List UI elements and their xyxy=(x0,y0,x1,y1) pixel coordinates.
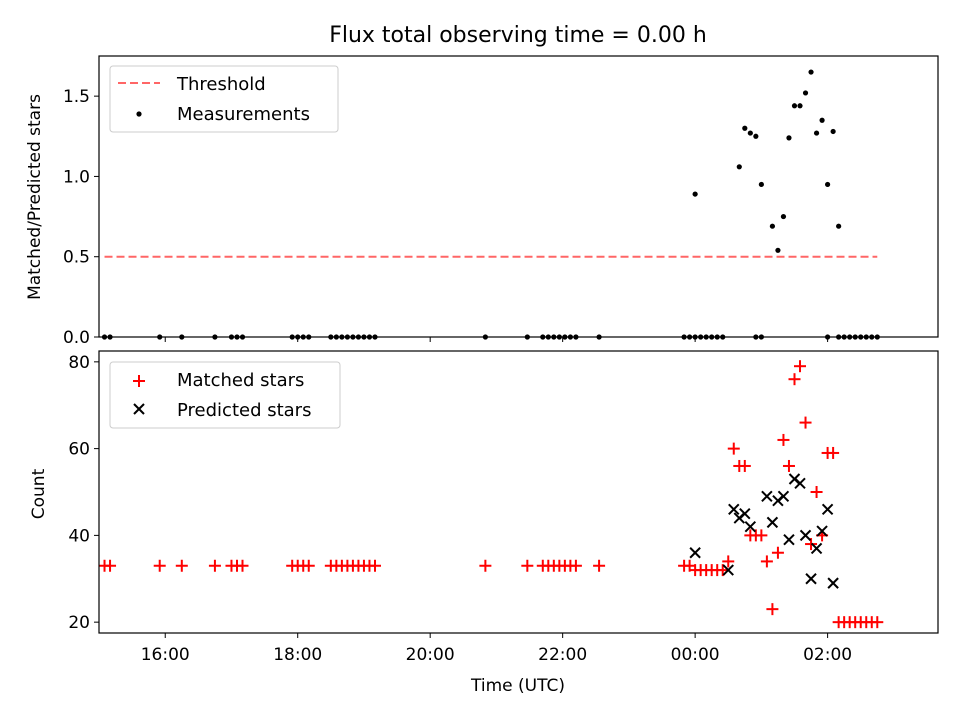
matched-star-point xyxy=(771,546,784,559)
bottom-legend-box xyxy=(109,361,341,429)
measurements-legend-label: Measurements xyxy=(177,104,310,125)
measurement-point xyxy=(786,135,792,141)
bottom-y-tick-label: 60 xyxy=(68,440,90,460)
matched-star-point xyxy=(871,616,884,629)
bottom-x-tick-label: 22:00 xyxy=(538,645,587,665)
threshold-legend-label: Threshold xyxy=(176,74,266,95)
predicted-star-point xyxy=(766,516,779,529)
measurements-legend-swatch xyxy=(136,111,142,117)
bottom-panel: 20 40 60 80 16:00 18:00 20:00 22:00 00:00 02:00 C… xyxy=(29,350,939,696)
matched-star-point xyxy=(175,559,188,572)
bottom-x-tick-label: 18:00 xyxy=(273,645,322,665)
measurement-point xyxy=(791,103,798,109)
predicted-star-point xyxy=(805,573,817,585)
predicted-star-point xyxy=(783,534,795,546)
predicted-star-point xyxy=(799,529,812,542)
predicted-star-point xyxy=(739,507,751,520)
top-y-tick-label: 0.5 xyxy=(63,248,90,268)
bottom-axes-frame xyxy=(98,350,939,634)
matched-star-point xyxy=(716,564,729,577)
measurement-point xyxy=(797,103,803,109)
measurement-point xyxy=(742,125,748,131)
predicted-star-point xyxy=(816,525,828,537)
measurement-point xyxy=(747,130,753,136)
matched-star-point xyxy=(368,559,381,572)
matched-star-point xyxy=(810,486,823,498)
matched-star-point xyxy=(153,559,166,572)
measurement-point xyxy=(802,90,809,96)
predicted-star-point xyxy=(777,490,790,503)
predicted-star-point xyxy=(722,564,734,576)
matched-star-point xyxy=(236,559,249,572)
predicted-star-point xyxy=(761,490,773,503)
predicted-stars-legend-label: Predicted stars xyxy=(177,400,311,421)
top-legend-box xyxy=(109,65,339,133)
bottom-y-tick-label: 20 xyxy=(68,613,90,633)
matched-star-point xyxy=(593,559,606,572)
measurement-point xyxy=(808,69,814,75)
measurement-point xyxy=(825,181,831,188)
matched-star-point xyxy=(521,559,534,572)
top-y-axis-label: Matched/Predicted stars xyxy=(25,94,45,300)
matched-star-point xyxy=(104,559,117,572)
predicted-star-point xyxy=(810,542,823,555)
bottom-x-tick-label: 00:00 xyxy=(671,645,720,665)
predicted-star-point xyxy=(744,521,757,533)
measurement-point xyxy=(830,128,836,135)
measurement-point xyxy=(736,164,742,170)
predicted-stars-legend-swatch xyxy=(133,403,145,415)
matched-star-point xyxy=(760,555,773,568)
bottom-x-tick-label: 16:00 xyxy=(141,645,190,665)
top-y-tick-label: 0.0 xyxy=(63,328,90,348)
measurement-point xyxy=(836,223,842,229)
matched-star-point xyxy=(722,555,735,568)
top-y-tick-label: 1.5 xyxy=(63,87,90,107)
matched-star-point xyxy=(569,559,582,572)
bottom-x-tick-label: 02:00 xyxy=(803,645,852,665)
bottom-y-tick-label: 40 xyxy=(68,526,90,546)
matched-star-point xyxy=(738,459,751,472)
top-legend: Threshold Measurements xyxy=(109,65,339,133)
matched-star-point xyxy=(727,442,740,455)
top-axes-frame xyxy=(98,55,939,338)
predicted-star-point xyxy=(728,503,740,516)
matched-star-point xyxy=(208,559,221,572)
matched-stars-legend-label: Matched stars xyxy=(177,370,304,391)
measurement-point xyxy=(775,247,781,253)
matched-star-point xyxy=(766,603,779,616)
bottom-x-tick-label: 20:00 xyxy=(406,645,455,665)
matched-stars-legend-swatch xyxy=(133,375,145,387)
bottom-legend: Matched stars Predicted stars xyxy=(109,361,341,429)
matched-star-point xyxy=(827,446,840,459)
bottom-y-tick-label: 80 xyxy=(68,353,90,373)
measurement-point xyxy=(753,133,759,139)
matched-star-point xyxy=(777,433,790,446)
predicted-star-point xyxy=(821,503,834,516)
bottom-y-axis-label: Count xyxy=(29,468,49,519)
top-panel: Flux total observing time = 0.00 h 0.0 0.… xyxy=(25,23,939,348)
matched-star-point xyxy=(755,529,768,542)
measurement-point xyxy=(819,117,825,123)
predicted-star-point xyxy=(689,547,701,559)
predicted-star-point xyxy=(827,577,839,589)
matched-star-point xyxy=(302,559,315,572)
matched-star-point xyxy=(479,559,492,572)
measurement-point xyxy=(692,191,698,197)
matched-star-point xyxy=(794,360,807,373)
top-chart-title: Flux total observing time = 0.00 h xyxy=(329,23,707,48)
bottom-x-axis-label: Time (UTC) xyxy=(470,676,565,696)
measurement-point xyxy=(813,130,820,136)
top-y-tick-label: 1.0 xyxy=(63,167,90,187)
matched-star-point xyxy=(788,373,801,386)
matched-star-point xyxy=(799,416,812,429)
measurement-point xyxy=(769,223,776,229)
measurement-point xyxy=(758,181,764,188)
predicted-star-point xyxy=(794,477,806,490)
measurement-point xyxy=(780,213,787,220)
matched-star-point xyxy=(782,459,795,472)
